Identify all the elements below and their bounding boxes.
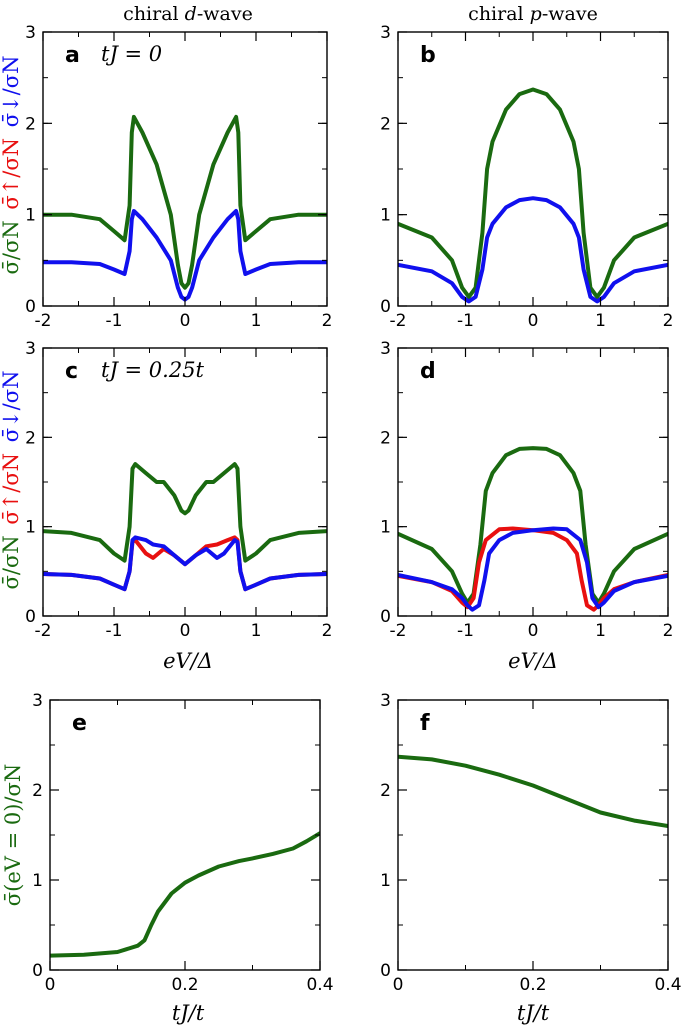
series-line-down	[398, 196, 668, 304]
x-tick-label: 1	[251, 311, 262, 331]
y-tick-label: 2	[380, 781, 391, 801]
y-tick-label: 1	[380, 206, 391, 226]
ylabel-total: σ̄/σN	[0, 220, 23, 274]
y-tick-label: 1	[380, 518, 391, 538]
plot-frame	[397, 31, 669, 307]
panel-b: -2 -1 0 1 2 0 1 2 3 b	[380, 23, 673, 331]
svg-text:σ̄/σN σ̄↑/σN σ̄↓/σN: σ̄/σN σ̄↑/σN σ̄↓/σN	[0, 371, 23, 590]
y-tick-label: 2	[380, 428, 391, 448]
series-line-down	[43, 535, 327, 592]
plot-frame	[397, 699, 669, 971]
ylabel-down: σ̄↓/σN	[0, 56, 23, 128]
x-tick-label: 1	[595, 311, 606, 331]
panel-a: -2 -1 0 1 2 0 1 2 3 a tJ = 0	[25, 23, 332, 331]
panel-letter: c	[65, 359, 78, 384]
y-tick-label: 2	[380, 114, 391, 134]
svg-text:σ̄/σN σ̄↑/σN σ̄↓/σN: σ̄/σN σ̄↑/σN σ̄↓/σN	[0, 56, 23, 275]
x-tick-label: 2	[663, 621, 674, 641]
panel-note: tJ = 0.25t	[101, 358, 205, 382]
svg-text:σ̄(eV = 0)/σN: σ̄(eV = 0)/σN	[1, 764, 25, 906]
xlabel-f: tJ/t	[517, 1001, 550, 1025]
series-line-total	[398, 87, 668, 299]
y-tick-label: 0	[25, 607, 36, 627]
ylabel-down: σ̄↓/σN	[0, 371, 23, 443]
series-line-total	[398, 446, 668, 605]
plot-frame	[397, 347, 669, 617]
x-tick-label: 2	[663, 311, 674, 331]
panel-letter: e	[72, 711, 87, 736]
series-line-total	[43, 462, 327, 563]
x-tick-label: -2	[390, 621, 407, 641]
y-tick-label: 3	[25, 339, 36, 359]
series-line-down	[398, 526, 668, 612]
ylabel-up: σ̄↑/σN	[0, 138, 23, 210]
x-tick-label: 2	[322, 311, 333, 331]
x-tick-label: 1	[251, 621, 262, 641]
x-tick-label: -1	[457, 311, 474, 331]
y-tick-label: 3	[32, 691, 43, 711]
ylabel-total: σ̄/σN	[0, 535, 23, 589]
x-tick-label: 0.2	[519, 975, 546, 995]
y-tick-label: 2	[25, 428, 36, 448]
y-tick-label: 1	[32, 871, 43, 891]
xlabel-e: tJ/t	[172, 1001, 205, 1025]
panel-d: -2 -1 0 1 2 0 1 2 3 d	[380, 339, 673, 641]
y-tick-label: 3	[380, 691, 391, 711]
panel-f: 0 0.2 0.4 0 1 2 3 f	[380, 691, 681, 995]
xlabel-c: eV/Δ	[163, 649, 213, 673]
y-tick-label: 0	[380, 607, 391, 627]
y-tick-label: 3	[25, 23, 36, 43]
left-column-title: chiral d-wave	[123, 3, 253, 25]
series-line-total	[398, 754, 668, 828]
y-tick-label: 0	[32, 961, 43, 981]
series-line-total	[50, 831, 320, 958]
panel-note: tJ = 0	[101, 42, 162, 66]
y-tick-label: 0	[25, 297, 36, 317]
x-tick-label: 1	[595, 621, 606, 641]
panel-e: 0 0.2 0.4 0 1 2 3 e	[32, 691, 333, 995]
x-tick-label: -1	[106, 311, 123, 331]
series-line-total	[43, 114, 327, 290]
x-tick-label: -1	[106, 621, 123, 641]
x-tick-label: -2	[390, 311, 407, 331]
panel-letter: d	[420, 359, 436, 384]
y-tick-label: 3	[380, 339, 391, 359]
x-tick-label: -2	[35, 311, 52, 331]
y-tick-label: 1	[380, 871, 391, 891]
ylabel-up: σ̄↑/σN	[0, 453, 23, 525]
x-tick-label: 0	[393, 975, 404, 995]
x-tick-label: -2	[35, 621, 52, 641]
x-tick-label: 0	[528, 311, 539, 331]
series-line-up	[398, 526, 668, 612]
y-tick-label: 3	[380, 23, 391, 43]
x-tick-label: 0	[180, 311, 191, 331]
panel-letter: b	[420, 43, 436, 68]
y-tick-label: 0	[380, 297, 391, 317]
x-tick-label: 0	[180, 621, 191, 641]
x-tick-label: 2	[322, 621, 333, 641]
right-column-title: chiral p-wave	[468, 3, 598, 25]
x-tick-label: 0	[45, 975, 56, 995]
x-tick-label: 0.4	[306, 975, 333, 995]
ylabel-row1: σ̄/σN σ̄↑/σN σ̄↓/σN	[0, 56, 23, 275]
y-tick-label: 0	[380, 961, 391, 981]
y-tick-label: 2	[25, 114, 36, 134]
panel-c: -2 -1 0 1 2 0 1 2 3 c tJ = 0.25t	[25, 339, 332, 641]
x-tick-label: 0.4	[654, 975, 681, 995]
panel-letter: a	[65, 43, 80, 68]
y-tick-label: 2	[32, 781, 43, 801]
ylabel-row3: σ̄(eV = 0)/σN	[1, 764, 25, 906]
ylabel-row2: σ̄/σN σ̄↑/σN σ̄↓/σN	[0, 371, 23, 590]
panel-letter: f	[420, 711, 430, 736]
x-tick-label: 0.2	[171, 975, 198, 995]
x-tick-label: 0	[528, 621, 539, 641]
x-tick-label: -1	[457, 621, 474, 641]
y-tick-label: 1	[25, 206, 36, 226]
y-tick-label: 1	[25, 518, 36, 538]
plot-frame	[49, 699, 321, 971]
xlabel-d: eV/Δ	[508, 649, 558, 673]
